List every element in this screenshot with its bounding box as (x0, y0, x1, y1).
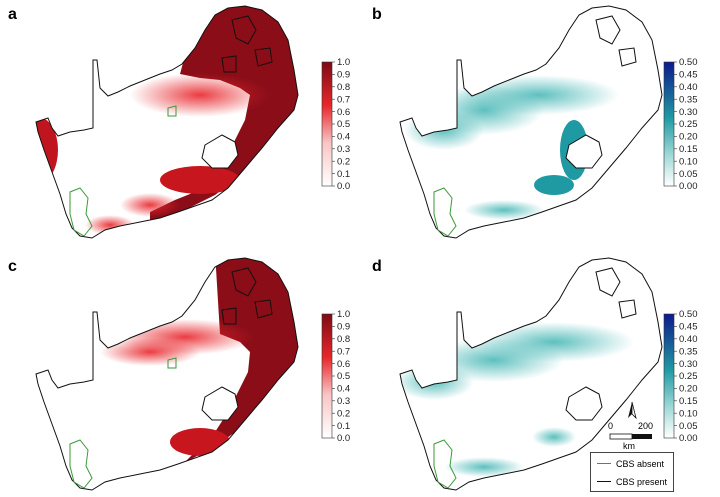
colorbar-tick-label: 0.50 (679, 310, 698, 320)
colorbar-tick-label: 0.05 (679, 169, 698, 180)
panel-label-d: d (372, 258, 382, 275)
colorbar-tick-label: 1.0 (337, 310, 350, 320)
colorbar-tick-label: 0.25 (679, 119, 698, 130)
colorbar-tick-label: 0.30 (679, 359, 698, 370)
colorbar-tick-label: 0.3 (337, 144, 350, 155)
colorbar-tick-label: 0.9 (337, 322, 350, 333)
colorbar-tick-label: 0.20 (679, 132, 698, 143)
map-panel-c (35, 257, 299, 491)
map-panel-b (399, 5, 663, 239)
scalebar-start-label: 0 (608, 421, 614, 431)
colorbar-tick-label: 0.0 (337, 181, 350, 192)
colorbar-tick-label: 0.8 (337, 334, 350, 345)
colorbar-tick-label: 0.40 (679, 82, 698, 93)
colorbar-tick-label: 0.1 (337, 169, 350, 180)
colorbar-tick-label: 0.40 (679, 334, 698, 345)
colorbar-tick-label: 0.10 (679, 156, 698, 167)
colorbar-tick-label: 0.05 (679, 421, 698, 432)
colorbar-tick-label: 0.1 (337, 421, 350, 432)
colorbar-a: 1.0 0.90.80.7 0.60.5 0.40.30.2 0.10.0 (321, 58, 350, 192)
colorbar-tick-label: 0.0 (337, 433, 350, 444)
colorbar-tick-label: 1.0 (337, 58, 350, 68)
colorbar-tick-label: 0.10 (679, 408, 698, 419)
cbs-legend: CBS absent CBS present (590, 452, 674, 492)
colorbar-tick-label: 0.6 (337, 107, 350, 118)
legend-label-present: CBS present (616, 476, 668, 487)
colorbar-tick-label: 0.35 (679, 94, 698, 105)
colorbar-ramp (663, 61, 675, 187)
colorbar-tick-label: 0.25 (679, 371, 698, 382)
north-arrow-icon (628, 401, 637, 420)
scalebar-black-segment (632, 434, 652, 439)
colorbar-ramp (321, 61, 333, 187)
colorbar-tick-label: 0.7 (337, 94, 350, 105)
panel-label-b: b (372, 6, 382, 23)
panel-label-c: c (8, 258, 17, 275)
colorbar-tick-label: 0.00 (679, 433, 698, 444)
legend-row-present: CBS present (597, 474, 673, 489)
map-panel-a (35, 5, 299, 239)
colorbar-tick-label: 0.15 (679, 396, 698, 407)
colorbar-tick-label: 0.2 (337, 156, 350, 167)
colorbar-c: 1.0 0.90.80.7 0.60.5 0.40.30.2 0.10.0 (321, 310, 350, 444)
colorbar-tick-label: 0.50 (679, 58, 698, 68)
colorbar-tick-label: 0.9 (337, 70, 350, 81)
scalebar-unit-label: km (623, 441, 635, 451)
colorbar-tick-label: 0.7 (337, 346, 350, 357)
panel-label-a: a (8, 6, 17, 23)
scalebar-end-label: 200 (638, 421, 654, 431)
colorbar-tick-label: 0.2 (337, 408, 350, 419)
colorbar-ramp (321, 313, 333, 439)
legend-swatch-absent (597, 463, 611, 464)
legend-label-absent: CBS absent (616, 458, 665, 469)
colorbar-tick-label: 0.20 (679, 384, 698, 395)
colorbar-d: 0.50 0.450.400.35 0.300.25 0.200.150.10 0.05… (663, 310, 698, 444)
colorbar-tick-label: 0.3 (337, 396, 350, 407)
legend-row-absent: CBS absent (597, 456, 673, 471)
scalebar: 0 200 km (608, 400, 688, 451)
map-panel-d (399, 257, 663, 491)
legend-swatch-present (597, 481, 611, 482)
colorbar-tick-label: 0.5 (337, 371, 350, 382)
colorbar-tick-label: 0.6 (337, 359, 350, 370)
colorbar-tick-label: 0.35 (679, 346, 698, 357)
colorbar-tick-label: 0.5 (337, 119, 350, 130)
colorbar-tick-label: 0.30 (679, 107, 698, 118)
colorbar-tick-label: 0.4 (337, 132, 350, 143)
colorbar-tick-label: 0.4 (337, 384, 350, 395)
colorbar-tick-label: 0.15 (679, 144, 698, 155)
colorbar-b: 0.50 0.450.400.35 0.300.25 0.200.150.10 0.05… (663, 58, 698, 192)
scalebar-white-segment (609, 433, 633, 440)
colorbar-tick-label: 0.45 (679, 70, 698, 81)
colorbar-tick-label: 0.45 (679, 322, 698, 333)
colorbar-tick-label: 0.00 (679, 181, 698, 192)
colorbar-tick-label: 0.8 (337, 82, 350, 93)
